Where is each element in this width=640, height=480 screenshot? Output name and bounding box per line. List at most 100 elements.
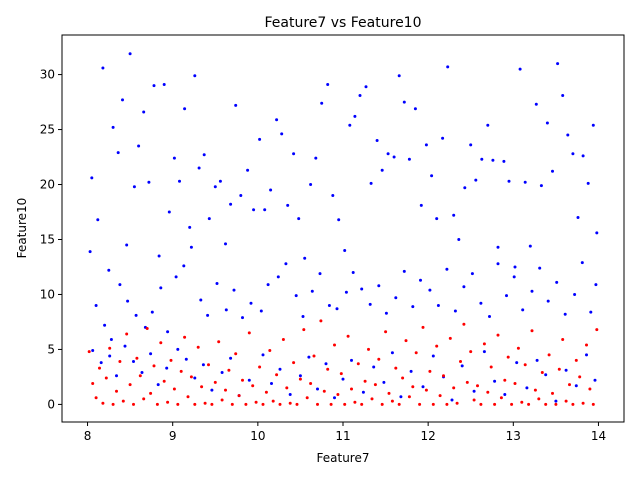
data-point-s0-57 <box>392 155 396 159</box>
data-point-s1-88 <box>387 391 391 395</box>
data-point-s0-121 <box>294 294 298 298</box>
data-point-s1-141 <box>568 383 571 387</box>
data-point-s1-129 <box>527 402 531 406</box>
data-point-s0-169 <box>184 357 188 361</box>
data-point-s0-124 <box>318 272 322 276</box>
data-point-s0-36 <box>275 118 279 122</box>
data-point-s1-120 <box>496 333 500 337</box>
chart-title: Feature7 vs Feature10 <box>264 15 421 31</box>
data-point-s0-191 <box>390 351 394 355</box>
data-point-s0-144 <box>488 315 491 318</box>
data-point-s1-4 <box>101 401 105 405</box>
data-point-s0-110 <box>199 298 203 302</box>
data-point-s0-94 <box>591 123 595 127</box>
data-point-s0-11 <box>142 110 146 114</box>
data-point-s1-33 <box>200 385 204 389</box>
ticks-layer: 8 9 10 11 12 13 14 0 5 10 15 20 25 30 <box>40 68 606 443</box>
data-point-s1-73 <box>336 393 340 396</box>
data-point-s0-49 <box>348 123 352 127</box>
data-point-s1-26 <box>176 402 180 406</box>
data-point-s0-51 <box>358 94 362 97</box>
data-point-s0-70 <box>463 186 467 190</box>
data-point-s1-118 <box>489 365 493 369</box>
data-point-s1-44 <box>237 394 241 398</box>
data-point-s0-80 <box>518 67 522 71</box>
data-point-s0-37 <box>280 132 284 136</box>
data-point-s0-24 <box>207 217 211 221</box>
data-point-s0-146 <box>505 294 508 298</box>
data-point-s0-181 <box>298 374 302 378</box>
data-point-s1-87 <box>384 330 388 334</box>
data-point-s0-9 <box>132 185 136 189</box>
data-point-s0-79 <box>513 265 517 269</box>
data-point-s0-158 <box>91 349 95 352</box>
data-point-s1-72 <box>333 343 336 347</box>
data-point-s1-53 <box>268 349 272 352</box>
data-point-s1-132 <box>537 397 541 401</box>
data-point-s1-101 <box>431 402 435 406</box>
data-point-s0-188 <box>361 390 365 394</box>
data-point-s0-142 <box>470 272 474 276</box>
data-point-s0-7 <box>125 243 129 247</box>
data-point-s1-146 <box>585 343 588 347</box>
data-point-s0-205 <box>535 358 539 362</box>
data-point-s0-172 <box>210 388 214 392</box>
data-point-s1-70 <box>326 367 330 371</box>
data-point-s1-35 <box>207 363 210 367</box>
data-point-s0-0 <box>90 176 94 180</box>
data-point-s0-46 <box>331 194 335 197</box>
data-point-s0-50 <box>353 114 357 118</box>
data-point-s1-71 <box>329 402 333 406</box>
data-point-s0-157 <box>594 283 598 287</box>
data-point-s1-108 <box>455 401 459 405</box>
data-point-s1-52 <box>264 390 268 394</box>
data-point-s0-1 <box>96 218 100 222</box>
y-tick-label: 15 <box>40 232 55 246</box>
data-point-s1-91 <box>397 402 401 406</box>
data-point-s0-178 <box>270 382 273 385</box>
x-tick-label: 9 <box>169 429 177 443</box>
data-point-s0-17 <box>172 156 176 160</box>
data-point-s0-123 <box>310 289 314 293</box>
y-tick-label: 5 <box>47 342 55 356</box>
data-point-s0-102 <box>134 313 138 317</box>
data-point-s0-139 <box>445 267 449 271</box>
data-point-s0-117 <box>259 309 263 313</box>
data-point-s0-34 <box>263 208 267 212</box>
data-point-s1-93 <box>404 339 408 343</box>
data-point-s1-119 <box>493 402 497 406</box>
data-point-s1-106 <box>448 336 452 340</box>
data-point-s0-140 <box>453 309 457 313</box>
data-point-s0-134 <box>402 269 406 273</box>
x-tick-label: 14 <box>591 429 606 443</box>
data-point-s0-184 <box>324 362 328 366</box>
data-point-s0-93 <box>586 181 590 185</box>
data-point-s0-53 <box>369 181 373 185</box>
data-point-s1-59 <box>288 401 292 405</box>
data-point-s0-125 <box>327 304 331 307</box>
data-point-s0-85 <box>545 121 549 125</box>
data-point-s1-65 <box>309 382 313 385</box>
data-point-s0-56 <box>386 152 390 156</box>
data-point-s1-41 <box>227 368 231 372</box>
data-point-s0-186 <box>341 377 345 381</box>
data-point-s1-137 <box>554 402 558 406</box>
data-point-s1-122 <box>503 378 507 382</box>
data-point-s1-55 <box>275 373 279 377</box>
data-point-s0-48 <box>343 249 347 252</box>
data-point-s0-170 <box>193 376 197 380</box>
data-point-s1-67 <box>316 402 319 406</box>
data-point-s1-116 <box>482 342 486 346</box>
data-point-s0-126 <box>335 307 339 311</box>
data-point-s1-46 <box>244 402 248 406</box>
data-point-s0-119 <box>276 275 280 279</box>
data-point-s1-1 <box>91 382 95 385</box>
data-point-s1-139 <box>561 338 565 341</box>
data-point-s0-69 <box>457 238 461 241</box>
data-point-s0-54 <box>375 139 379 142</box>
data-point-s0-97 <box>94 304 98 307</box>
data-point-s0-156 <box>589 310 593 314</box>
data-point-s1-112 <box>469 350 473 354</box>
data-point-s0-23 <box>202 153 206 157</box>
